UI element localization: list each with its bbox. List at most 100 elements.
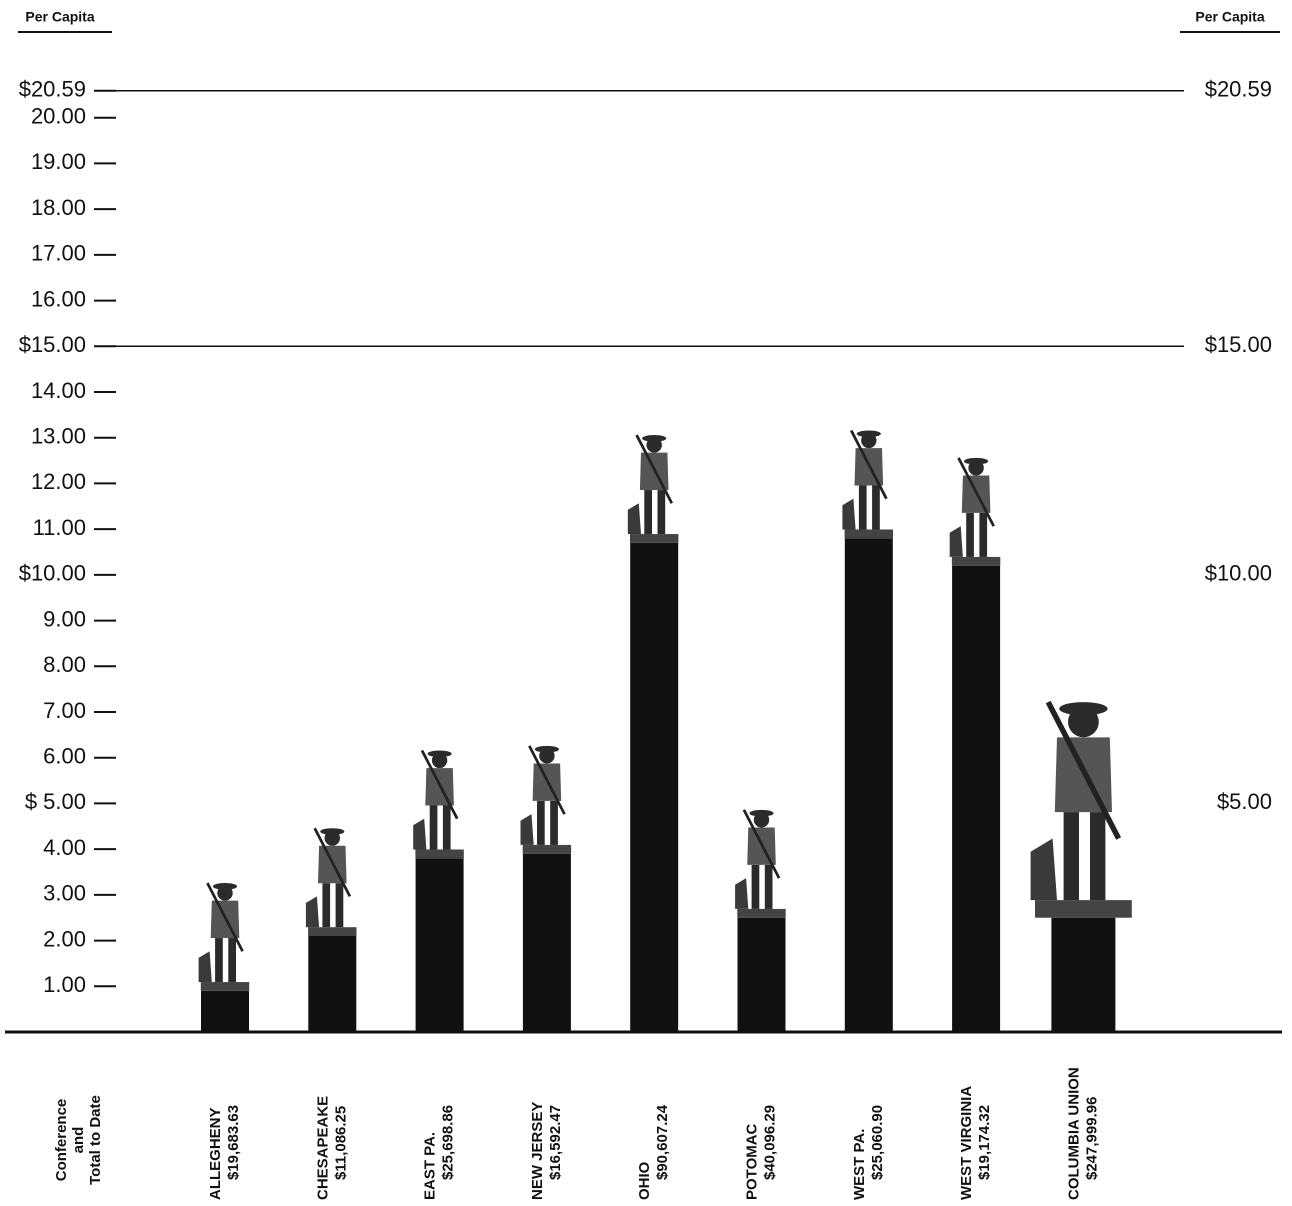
y-tick-label: 9.00 (43, 606, 86, 631)
statue-plow (842, 498, 856, 530)
y-tick-label: 7.00 (43, 698, 86, 723)
statue (627, 434, 679, 543)
category-total: $90,607.24 (654, 1104, 671, 1180)
y-tick-label: 12.00 (31, 469, 86, 494)
statue-hat (320, 828, 345, 835)
bar (415, 858, 464, 1032)
category-total: $16,592.47 (547, 1105, 564, 1180)
category-total: $11,086.25 (332, 1106, 349, 1180)
statue (949, 457, 1001, 566)
statue-musket (635, 434, 674, 504)
statue-leg (335, 883, 344, 928)
statue-leg (751, 864, 760, 909)
statue-musket (420, 749, 459, 820)
category-name: WEST PA. (851, 1129, 868, 1200)
statue-leg (644, 490, 652, 535)
y-tick-label: 13.00 (31, 424, 86, 449)
bar (522, 853, 571, 1032)
y-tick-label: $15.00 (19, 332, 86, 357)
y-tick-label: 11.00 (33, 515, 86, 540)
x-tick-label: EAST PA.$25,698.86 (422, 1105, 457, 1200)
statue (305, 827, 357, 936)
statue-leg (979, 512, 988, 557)
y-tick-label: 3.00 (43, 881, 86, 906)
statue-plow (305, 896, 320, 928)
bar (1051, 917, 1116, 1032)
statue (198, 882, 250, 991)
statue-base (522, 844, 572, 854)
statue-hat (212, 883, 238, 890)
y-tick-label: $10.00 (19, 561, 86, 586)
statue-hat (856, 430, 881, 438)
bar (308, 936, 357, 1032)
x-tick-label: ALLEGHENY$19,683.63 (207, 1105, 242, 1200)
statue-base (951, 556, 1001, 566)
y-tick-label: $20.59 (19, 77, 86, 102)
statue (735, 809, 786, 918)
category-name: NEW JERSEY (529, 1102, 546, 1200)
statue-leg (657, 490, 666, 535)
category-name: COLUMBIA UNION (1065, 1067, 1082, 1200)
y-tick-label: 17.00 (31, 241, 86, 266)
statue-musket (313, 827, 352, 898)
bar (737, 917, 786, 1032)
y2-tick-label: $20.59 (1205, 77, 1272, 102)
statue-musket (1045, 700, 1122, 840)
category-total: $40,096.29 (761, 1105, 778, 1180)
x-axis-label-line: and (70, 1127, 87, 1154)
statue-musket (742, 809, 781, 879)
statue-leg (872, 485, 880, 530)
y-tick-label: 18.00 (31, 195, 86, 220)
y-tick-label: 4.00 (43, 835, 86, 860)
category-name: CHESAPEAKE (314, 1096, 331, 1200)
y-tick-label: 14.00 (31, 378, 86, 403)
statue-musket (957, 457, 995, 527)
y-tick-label: 2.00 (43, 926, 86, 951)
x-tick-label: WEST PA.$25,060.90 (851, 1105, 886, 1200)
y-tick-label: 8.00 (43, 652, 86, 677)
x-tick-label: OHIO$90,607.24 (636, 1104, 671, 1200)
category-total: $25,698.86 (440, 1105, 457, 1180)
category-total: $19,174.32 (976, 1105, 993, 1180)
bar (952, 565, 1001, 1032)
x-tick-label: COLUMBIA UNION$247,999.96 (1065, 1067, 1100, 1200)
statue-leg (322, 883, 331, 928)
y-axis-label: Per Capita (25, 9, 94, 25)
y2-tick-label: $10.00 (1205, 561, 1272, 586)
statue-leg (1063, 812, 1079, 901)
y-tick-label: 19.00 (31, 149, 86, 174)
statue-plow (198, 951, 212, 983)
statue-plow (735, 878, 749, 909)
y-tick-label: 6.00 (43, 744, 86, 769)
category-total: $25,060.90 (869, 1105, 886, 1180)
statue-base (415, 849, 464, 859)
bar (630, 542, 679, 1032)
statue-hat (427, 750, 452, 758)
statue-plow (1030, 838, 1057, 901)
statue (1030, 700, 1132, 918)
category-name: POTOMAC (743, 1123, 760, 1200)
x-tick-label: CHESAPEAKE$11,086.25 (314, 1096, 349, 1200)
category-name: WEST VIRGINIA (958, 1086, 975, 1200)
statue (520, 745, 572, 854)
y2-tick-label: $5.00 (1217, 789, 1272, 814)
statue-musket (849, 429, 888, 500)
statue-musket (206, 882, 244, 952)
statue-leg (550, 800, 558, 845)
x-axis-label: ConferenceandTotal to Date (53, 1095, 104, 1185)
category-name: OHIO (636, 1161, 653, 1200)
y2-tick-label: $15.00 (1205, 332, 1272, 357)
x-axis-label-line: Total to Date (87, 1095, 104, 1185)
y-tick-label: 20.00 (31, 104, 86, 129)
statue-musket (528, 745, 566, 815)
statue-hat (1059, 702, 1108, 716)
statue-leg (764, 864, 773, 909)
statue-base (844, 529, 893, 539)
statue-leg (442, 805, 451, 850)
statue-leg (429, 805, 438, 850)
y-tick-label: 16.00 (31, 286, 86, 311)
statue-leg (228, 938, 236, 983)
statue-hat (964, 457, 989, 465)
statue-hat (642, 435, 667, 442)
